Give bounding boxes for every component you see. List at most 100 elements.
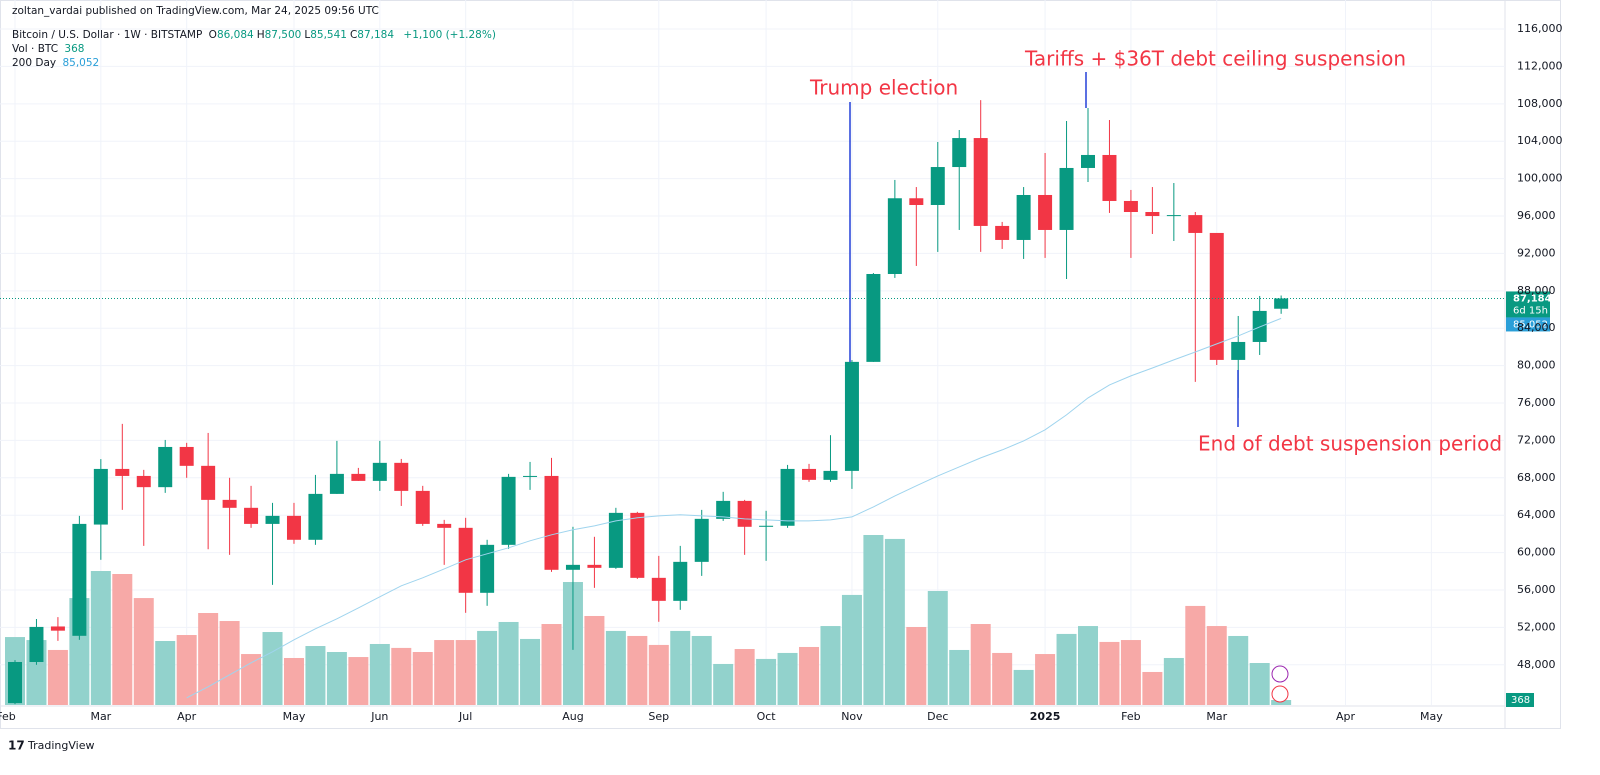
- brand: TradingView: [27, 739, 94, 752]
- y-tick-label: 88,000: [1517, 284, 1556, 297]
- candle-body: [887, 198, 902, 274]
- ohlc-key: O: [208, 29, 217, 41]
- ohlc-value: 85,541: [310, 29, 347, 41]
- candle-body: [501, 476, 516, 545]
- volume-bar: [1228, 635, 1249, 705]
- volume-bar: [584, 615, 605, 705]
- candle-body: [630, 512, 645, 578]
- volume-bar: [391, 647, 412, 705]
- ohlc: O86,084 H87,500 L85,541 C87,184: [209, 29, 397, 41]
- volume-bar: [1120, 640, 1141, 705]
- volume-bar: [1056, 633, 1077, 705]
- candle-body: [351, 473, 366, 481]
- y-tick-label: 60,000: [1517, 546, 1556, 559]
- y-tick-label: 100,000: [1517, 172, 1563, 185]
- y-tick-label: 72,000: [1517, 433, 1556, 446]
- volume-bar: [734, 649, 755, 705]
- candle-body: [286, 515, 301, 540]
- volume-bar: [756, 658, 777, 705]
- candle-body: [201, 465, 216, 500]
- volume-bar: [884, 538, 905, 705]
- candle-body: [1123, 200, 1138, 213]
- x-tick-label: May: [283, 710, 306, 723]
- volume-bar: [412, 652, 433, 705]
- y-tick-label: 80,000: [1517, 359, 1556, 372]
- volume-bar: [1099, 641, 1120, 705]
- candle-body: [673, 561, 688, 601]
- ma-last: 85,052: [62, 57, 100, 69]
- candle-body: [1209, 232, 1224, 360]
- y-tick-label: 92,000: [1517, 246, 1556, 259]
- candle-body: [93, 468, 108, 525]
- candle-body: [222, 499, 237, 508]
- volume-layer: [5, 535, 1292, 705]
- candle-body: [1016, 194, 1031, 240]
- volume-bar: [1271, 699, 1292, 705]
- y-tick-label: 108,000: [1517, 97, 1563, 110]
- candle-body: [437, 523, 452, 528]
- candle-body: [308, 493, 323, 540]
- x-tick-label: Feb: [0, 710, 16, 723]
- volume-bar: [691, 635, 712, 705]
- ma-name: 200 Day: [12, 57, 57, 69]
- x-tick-label: Nov: [841, 710, 863, 723]
- volume-tag: [1506, 692, 1534, 707]
- candle-body: [780, 468, 795, 526]
- candle-body: [115, 468, 130, 476]
- candle-body: [952, 138, 967, 168]
- candle-body: [544, 475, 559, 570]
- y-tick-label: 76,000: [1517, 396, 1556, 409]
- x-tick-label: Apr: [1336, 710, 1356, 723]
- ohlc-value: 87,500: [264, 29, 302, 41]
- x-tick-label: Oct: [757, 710, 777, 723]
- candle-body: [265, 515, 280, 524]
- y-tick-label: 52,000: [1517, 620, 1556, 633]
- grid: [0, 0, 1505, 705]
- candle-body: [694, 518, 709, 562]
- volume-name: Vol · BTC: [12, 43, 59, 55]
- x-tick-label: Feb: [1121, 710, 1140, 723]
- ohlc-key: C: [349, 29, 358, 41]
- y-tick-label: 116,000: [1517, 22, 1563, 35]
- volume-bar: [927, 590, 948, 705]
- symbol-legend: Bitcoin / U.S. Dollar · 1W · BITSTAMP O8…: [12, 29, 499, 41]
- countdown: 6d 15h: [1513, 305, 1548, 316]
- volume-bar: [713, 663, 734, 705]
- volume-bar: [777, 652, 798, 705]
- candle-body: [158, 446, 173, 488]
- x-tick-label: Dec: [927, 710, 948, 723]
- candle-body: [179, 446, 194, 466]
- candle-body: [1166, 215, 1181, 217]
- volume-bar: [434, 640, 455, 705]
- icon[interactable]: [1271, 665, 1289, 683]
- y-tick-label: 48,000: [1517, 658, 1556, 671]
- price-tag: [1506, 291, 1550, 318]
- price-tag-label: 87,184: [1513, 293, 1552, 304]
- volume-bar: [455, 640, 476, 705]
- candle-body: [1274, 298, 1289, 309]
- ohlc-value: 87,184: [357, 29, 395, 41]
- candle-body: [1231, 341, 1246, 360]
- brand-logo: 17: [8, 739, 25, 753]
- volume-bar: [605, 630, 626, 705]
- y-tick-label: 56,000: [1517, 583, 1556, 596]
- volume-bar: [841, 594, 862, 705]
- chart-frame: [0, 0, 1561, 729]
- volume-bar: [477, 630, 498, 705]
- volume-bar: [1013, 669, 1034, 705]
- icon[interactable]: [1271, 685, 1289, 703]
- candle-body: [1188, 215, 1203, 233]
- x-tick-label: Sep: [648, 710, 669, 723]
- y-tick-label: 112,000: [1517, 59, 1563, 72]
- x-tick-label: Aug: [562, 710, 583, 723]
- volume-bar: [648, 644, 669, 705]
- volume-bar: [176, 635, 197, 705]
- candle-body: [1081, 154, 1095, 168]
- volume-bar: [1142, 671, 1163, 705]
- volume-bar: [219, 621, 240, 705]
- candle-body: [329, 473, 344, 494]
- candle-body: [1145, 212, 1160, 217]
